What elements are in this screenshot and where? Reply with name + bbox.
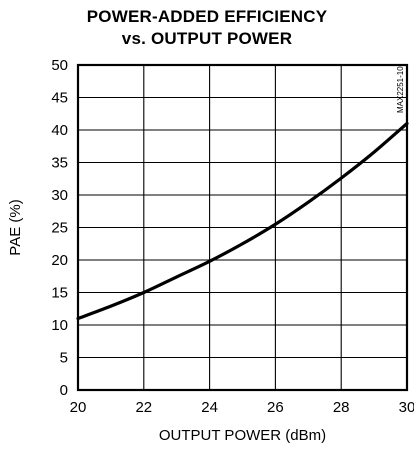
y-tick-label: 30 (51, 187, 68, 204)
chart-title-line-1: POWER-ADDED EFFICIENCY (86, 7, 328, 26)
x-tick-label: 28 (333, 399, 350, 416)
y-tick-label: 0 (60, 382, 68, 399)
part-code-label: MAX2251-10 (396, 66, 405, 113)
y-tick-label: 20 (51, 252, 68, 269)
x-tick-label: 24 (201, 399, 218, 416)
x-tick-labels: 20 22 24 26 28 30 (70, 399, 414, 416)
x-tick-label: 30 (399, 399, 414, 416)
x-tick-label: 26 (267, 399, 284, 416)
grid-lines (78, 65, 407, 390)
y-tick-label: 40 (51, 122, 68, 139)
y-tick-label: 35 (51, 155, 68, 172)
y-tick-labels: 0 5 10 15 20 25 30 35 40 45 50 (51, 57, 68, 399)
chart-title-line-2: vs. OUTPUT POWER (121, 29, 293, 48)
y-tick-label: 5 (60, 350, 68, 367)
plot-frame (76, 63, 409, 392)
y-tick-label: 45 (51, 90, 68, 107)
y-tick-label: 25 (51, 220, 68, 237)
y-tick-label: 10 (51, 317, 68, 334)
y-tick-label: 50 (51, 57, 68, 74)
x-tick-label: 20 (70, 399, 87, 416)
x-axis-label: OUTPUT POWER (dBm) (159, 427, 326, 444)
x-tick-label: 22 (135, 399, 152, 416)
y-tick-label: 15 (51, 285, 68, 302)
pae-curve (76, 121, 409, 321)
y-axis-label: PAE (%) (7, 199, 24, 255)
